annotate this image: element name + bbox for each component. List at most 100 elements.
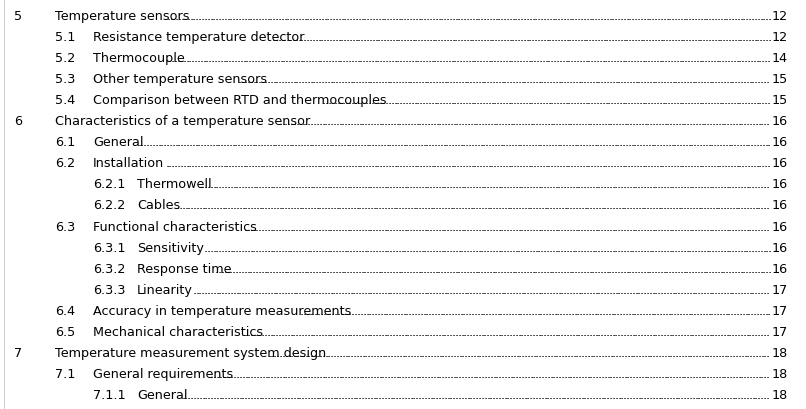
- Text: .: .: [539, 304, 543, 317]
- Text: .: .: [569, 199, 573, 212]
- Text: .: .: [456, 157, 460, 170]
- Text: .: .: [651, 220, 655, 233]
- Text: .: .: [475, 283, 479, 296]
- Text: .: .: [551, 283, 555, 296]
- Text: .: .: [401, 346, 405, 359]
- Text: .: .: [376, 94, 380, 107]
- Text: .: .: [345, 94, 349, 107]
- Text: .: .: [343, 220, 347, 233]
- Text: .: .: [272, 199, 276, 212]
- Text: .: .: [538, 73, 542, 86]
- Text: .: .: [559, 31, 563, 44]
- Text: .: .: [397, 10, 401, 23]
- Text: .: .: [392, 73, 396, 86]
- Text: .: .: [365, 94, 369, 107]
- Text: .: .: [646, 388, 650, 401]
- Text: .: .: [470, 157, 474, 170]
- Text: .: .: [512, 388, 516, 401]
- Text: .: .: [522, 31, 526, 44]
- Text: .: .: [482, 94, 486, 107]
- Text: .: .: [459, 31, 463, 44]
- Text: .: .: [629, 73, 633, 86]
- Text: .: .: [451, 262, 455, 275]
- Text: .: .: [681, 94, 685, 107]
- Text: .: .: [677, 367, 682, 380]
- Text: .: .: [550, 94, 555, 107]
- Text: .: .: [321, 220, 325, 233]
- Text: .: .: [575, 115, 579, 128]
- Text: .: .: [292, 262, 296, 275]
- Text: .: .: [765, 262, 769, 275]
- Text: .: .: [592, 115, 596, 128]
- Text: .: .: [580, 283, 584, 296]
- Text: .: .: [272, 283, 276, 296]
- Text: .: .: [594, 325, 598, 338]
- Text: .: .: [726, 346, 730, 359]
- Text: .: .: [711, 262, 715, 275]
- Text: 15: 15: [772, 94, 788, 107]
- Text: .: .: [397, 325, 401, 338]
- Text: .: .: [543, 283, 547, 296]
- Text: .: .: [718, 157, 722, 170]
- Text: .: .: [640, 241, 644, 254]
- Text: .: .: [290, 115, 294, 128]
- Text: .: .: [436, 304, 441, 317]
- Text: .: .: [600, 10, 604, 23]
- Text: .: .: [589, 199, 593, 212]
- Text: .: .: [387, 346, 391, 359]
- Text: .: .: [140, 136, 144, 149]
- Text: .: .: [594, 283, 598, 296]
- Text: .: .: [326, 283, 330, 296]
- Text: .: .: [474, 262, 478, 275]
- Text: .: .: [249, 73, 254, 86]
- Text: .: .: [614, 241, 618, 254]
- Text: .: .: [492, 283, 496, 296]
- Text: .: .: [238, 283, 242, 296]
- Text: .: .: [318, 367, 322, 380]
- Text: .: .: [546, 178, 550, 191]
- Text: .: .: [620, 241, 624, 254]
- Text: .: .: [410, 94, 414, 107]
- Text: .: .: [425, 94, 429, 107]
- Text: .: .: [438, 346, 442, 359]
- Text: .: .: [496, 136, 501, 149]
- Text: .: .: [421, 199, 425, 212]
- Text: .: .: [409, 346, 413, 359]
- Text: .: .: [261, 388, 265, 401]
- Text: .: .: [577, 388, 581, 401]
- Text: .: .: [629, 199, 633, 212]
- Text: .: .: [241, 178, 245, 191]
- Text: .: .: [522, 10, 527, 23]
- Text: .: .: [689, 346, 693, 359]
- Text: .: .: [272, 31, 276, 44]
- Text: .: .: [514, 262, 518, 275]
- Text: .: .: [375, 199, 380, 212]
- Text: .: .: [222, 52, 226, 65]
- Text: .: .: [529, 325, 533, 338]
- Text: .: .: [733, 304, 737, 317]
- Text: .: .: [741, 52, 745, 65]
- Text: .: .: [380, 241, 384, 254]
- Text: .: .: [478, 388, 482, 401]
- Text: .: .: [409, 10, 413, 23]
- Text: .: .: [600, 262, 604, 275]
- Text: .: .: [342, 157, 346, 170]
- Text: .: .: [760, 367, 764, 380]
- Text: .: .: [455, 115, 459, 128]
- Text: .: .: [338, 199, 343, 212]
- Text: .: .: [694, 178, 698, 191]
- Text: .: .: [547, 136, 552, 149]
- Text: .: .: [613, 136, 617, 149]
- Text: .: .: [532, 115, 536, 128]
- Text: .: .: [754, 31, 758, 44]
- Text: .: .: [584, 94, 588, 107]
- Text: .: .: [380, 199, 385, 212]
- Text: .: .: [417, 136, 421, 149]
- Text: .: .: [553, 136, 558, 149]
- Text: .: .: [696, 325, 701, 338]
- Text: .: .: [570, 52, 574, 65]
- Text: .: .: [748, 10, 752, 23]
- Text: .: .: [212, 178, 216, 191]
- Text: .: .: [404, 388, 408, 401]
- Text: .: .: [737, 346, 742, 359]
